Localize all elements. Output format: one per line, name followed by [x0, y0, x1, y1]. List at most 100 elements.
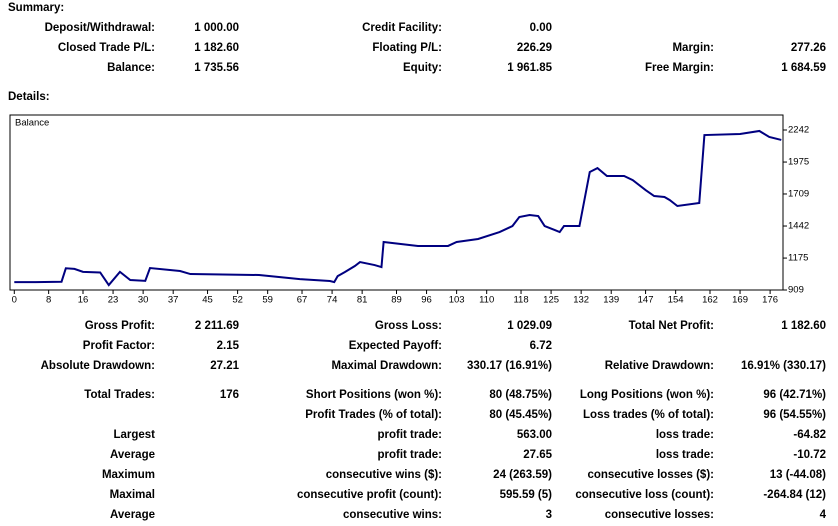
cell-value: 1 684.59	[781, 62, 826, 74]
cell-label: Margin:	[672, 42, 714, 54]
cell-value: -64.82	[793, 429, 826, 441]
cell-value: 27.21	[210, 360, 239, 372]
cell-label: Deposit/Withdrawal:	[45, 22, 155, 34]
x-tick-label: 118	[513, 295, 528, 306]
cell-value: 1 029.09	[507, 320, 552, 332]
x-tick-label: 67	[297, 295, 308, 306]
x-tick-label: 162	[702, 295, 718, 306]
x-tick-label: 16	[78, 295, 89, 306]
cell-value: 80 (48.75%)	[489, 389, 552, 401]
cell-label: Credit Facility:	[362, 22, 442, 34]
x-tick-label: 132	[573, 295, 589, 306]
cell-value: 330.17 (16.91%)	[467, 360, 552, 372]
cell-label: consecutive losses:	[605, 509, 714, 521]
cell-label: Free Margin:	[645, 62, 714, 74]
cell-label: Long Positions (won %):	[580, 389, 714, 401]
y-tick-label: 1709	[788, 188, 809, 199]
x-tick-label: 52	[232, 295, 243, 306]
cell-label: Profit Trades (% of total):	[305, 409, 442, 421]
cell-label: profit trade:	[377, 449, 442, 461]
x-tick-label: 23	[108, 295, 119, 306]
cell-value: 277.26	[791, 42, 826, 54]
cell-value: 1 000.00	[194, 22, 239, 34]
cell-value: 96 (54.55%)	[763, 409, 826, 421]
cell-label: consecutive losses ($):	[587, 469, 714, 481]
cell-label: Balance:	[107, 62, 155, 74]
cell-label: Gross Profit:	[85, 320, 155, 332]
cell-label: consecutive wins ($):	[326, 469, 442, 481]
legend-label: Balance	[15, 118, 49, 129]
cell-label: Maximal	[110, 489, 155, 501]
details-title: Details:	[8, 91, 50, 103]
x-tick-label: 30	[138, 295, 149, 306]
y-tick-label: 1975	[788, 157, 809, 168]
cell-value: 2 211.69	[195, 320, 239, 332]
cell-value: -264.84 (12)	[763, 489, 826, 501]
cell-value: 4	[820, 509, 827, 521]
x-tick-label: 96	[421, 295, 432, 306]
cell-value: 16.91% (330.17)	[741, 360, 826, 372]
x-tick-label: 154	[668, 295, 684, 306]
x-tick-label: 45	[202, 295, 213, 306]
x-tick-label: 110	[479, 295, 494, 306]
y-tick-label: 909	[788, 285, 804, 296]
cell-value: 27.65	[523, 449, 552, 461]
cell-value: 1 961.85	[507, 62, 552, 74]
y-tick-label: 2242	[788, 125, 809, 136]
cell-value: 80 (45.45%)	[489, 409, 552, 421]
cell-value: 595.59 (5)	[500, 489, 553, 501]
x-tick-label: 147	[638, 295, 654, 306]
cell-value: 1 182.60	[781, 320, 826, 332]
cell-value: 96 (42.71%)	[763, 389, 826, 401]
cell-label: Maximal Drawdown:	[331, 360, 442, 372]
x-tick-label: 139	[603, 295, 619, 306]
cell-label: Average	[110, 449, 155, 461]
cell-label: profit trade:	[377, 429, 442, 441]
cell-label: loss trade:	[656, 429, 714, 441]
balance-line	[14, 129, 782, 287]
cell-label: Average	[110, 509, 155, 521]
cell-value: 2.15	[217, 340, 240, 352]
cell-value: 24 (263.59)	[493, 469, 552, 481]
x-tick-label: 89	[391, 295, 402, 306]
cell-value: 6.72	[530, 340, 552, 352]
cell-value: 0.00	[530, 22, 552, 34]
x-tick-label: 169	[732, 295, 748, 306]
cell-label: Closed Trade P/L:	[58, 42, 155, 54]
cell-label: Maximum	[102, 469, 155, 481]
cell-label: Relative Drawdown:	[605, 360, 714, 372]
chart-area: Balance 0 8 16 23 30 37 45 52 59 67 74 81 89 96 103 110…	[12, 118, 809, 306]
cell-label: Total Net Profit:	[629, 320, 714, 332]
x-tick-label: 103	[449, 295, 465, 306]
x-tick-label: 8	[46, 295, 51, 306]
cell-label: consecutive loss (count):	[575, 489, 714, 501]
chart-frame	[9, 114, 784, 291]
cell-value: -10.72	[793, 449, 826, 461]
cell-value: 1 735.56	[194, 62, 239, 74]
y-tick-label: 1442	[788, 221, 809, 232]
cell-label: Loss trades (% of total):	[583, 409, 714, 421]
cell-label: consecutive wins:	[343, 509, 442, 521]
cell-value: 176	[220, 389, 239, 401]
cell-value: 13 (-44.08)	[770, 469, 826, 481]
cell-label: Short Positions (won %):	[306, 389, 442, 401]
x-tick-label: 0	[12, 295, 17, 306]
cell-label: loss trade:	[656, 449, 714, 461]
cell-label: consecutive profit (count):	[297, 489, 442, 501]
x-tick-label: 37	[168, 295, 179, 306]
cell-label: Floating P/L:	[372, 42, 442, 54]
cell-label: Gross Loss:	[375, 320, 442, 332]
x-tick-label: 74	[327, 295, 338, 306]
x-tick-label: 125	[543, 295, 559, 306]
cell-value: 3	[546, 509, 552, 521]
x-tick-label: 59	[262, 295, 273, 306]
x-tick-label: 176	[762, 295, 778, 306]
cell-label: Profit Factor:	[83, 340, 155, 352]
cell-label: Absolute Drawdown:	[41, 360, 155, 372]
cell-value: 1 182.60	[194, 42, 239, 54]
cell-label: Total Trades:	[84, 389, 155, 401]
cell-label: Largest	[113, 429, 155, 441]
cell-label: Equity:	[403, 62, 442, 74]
